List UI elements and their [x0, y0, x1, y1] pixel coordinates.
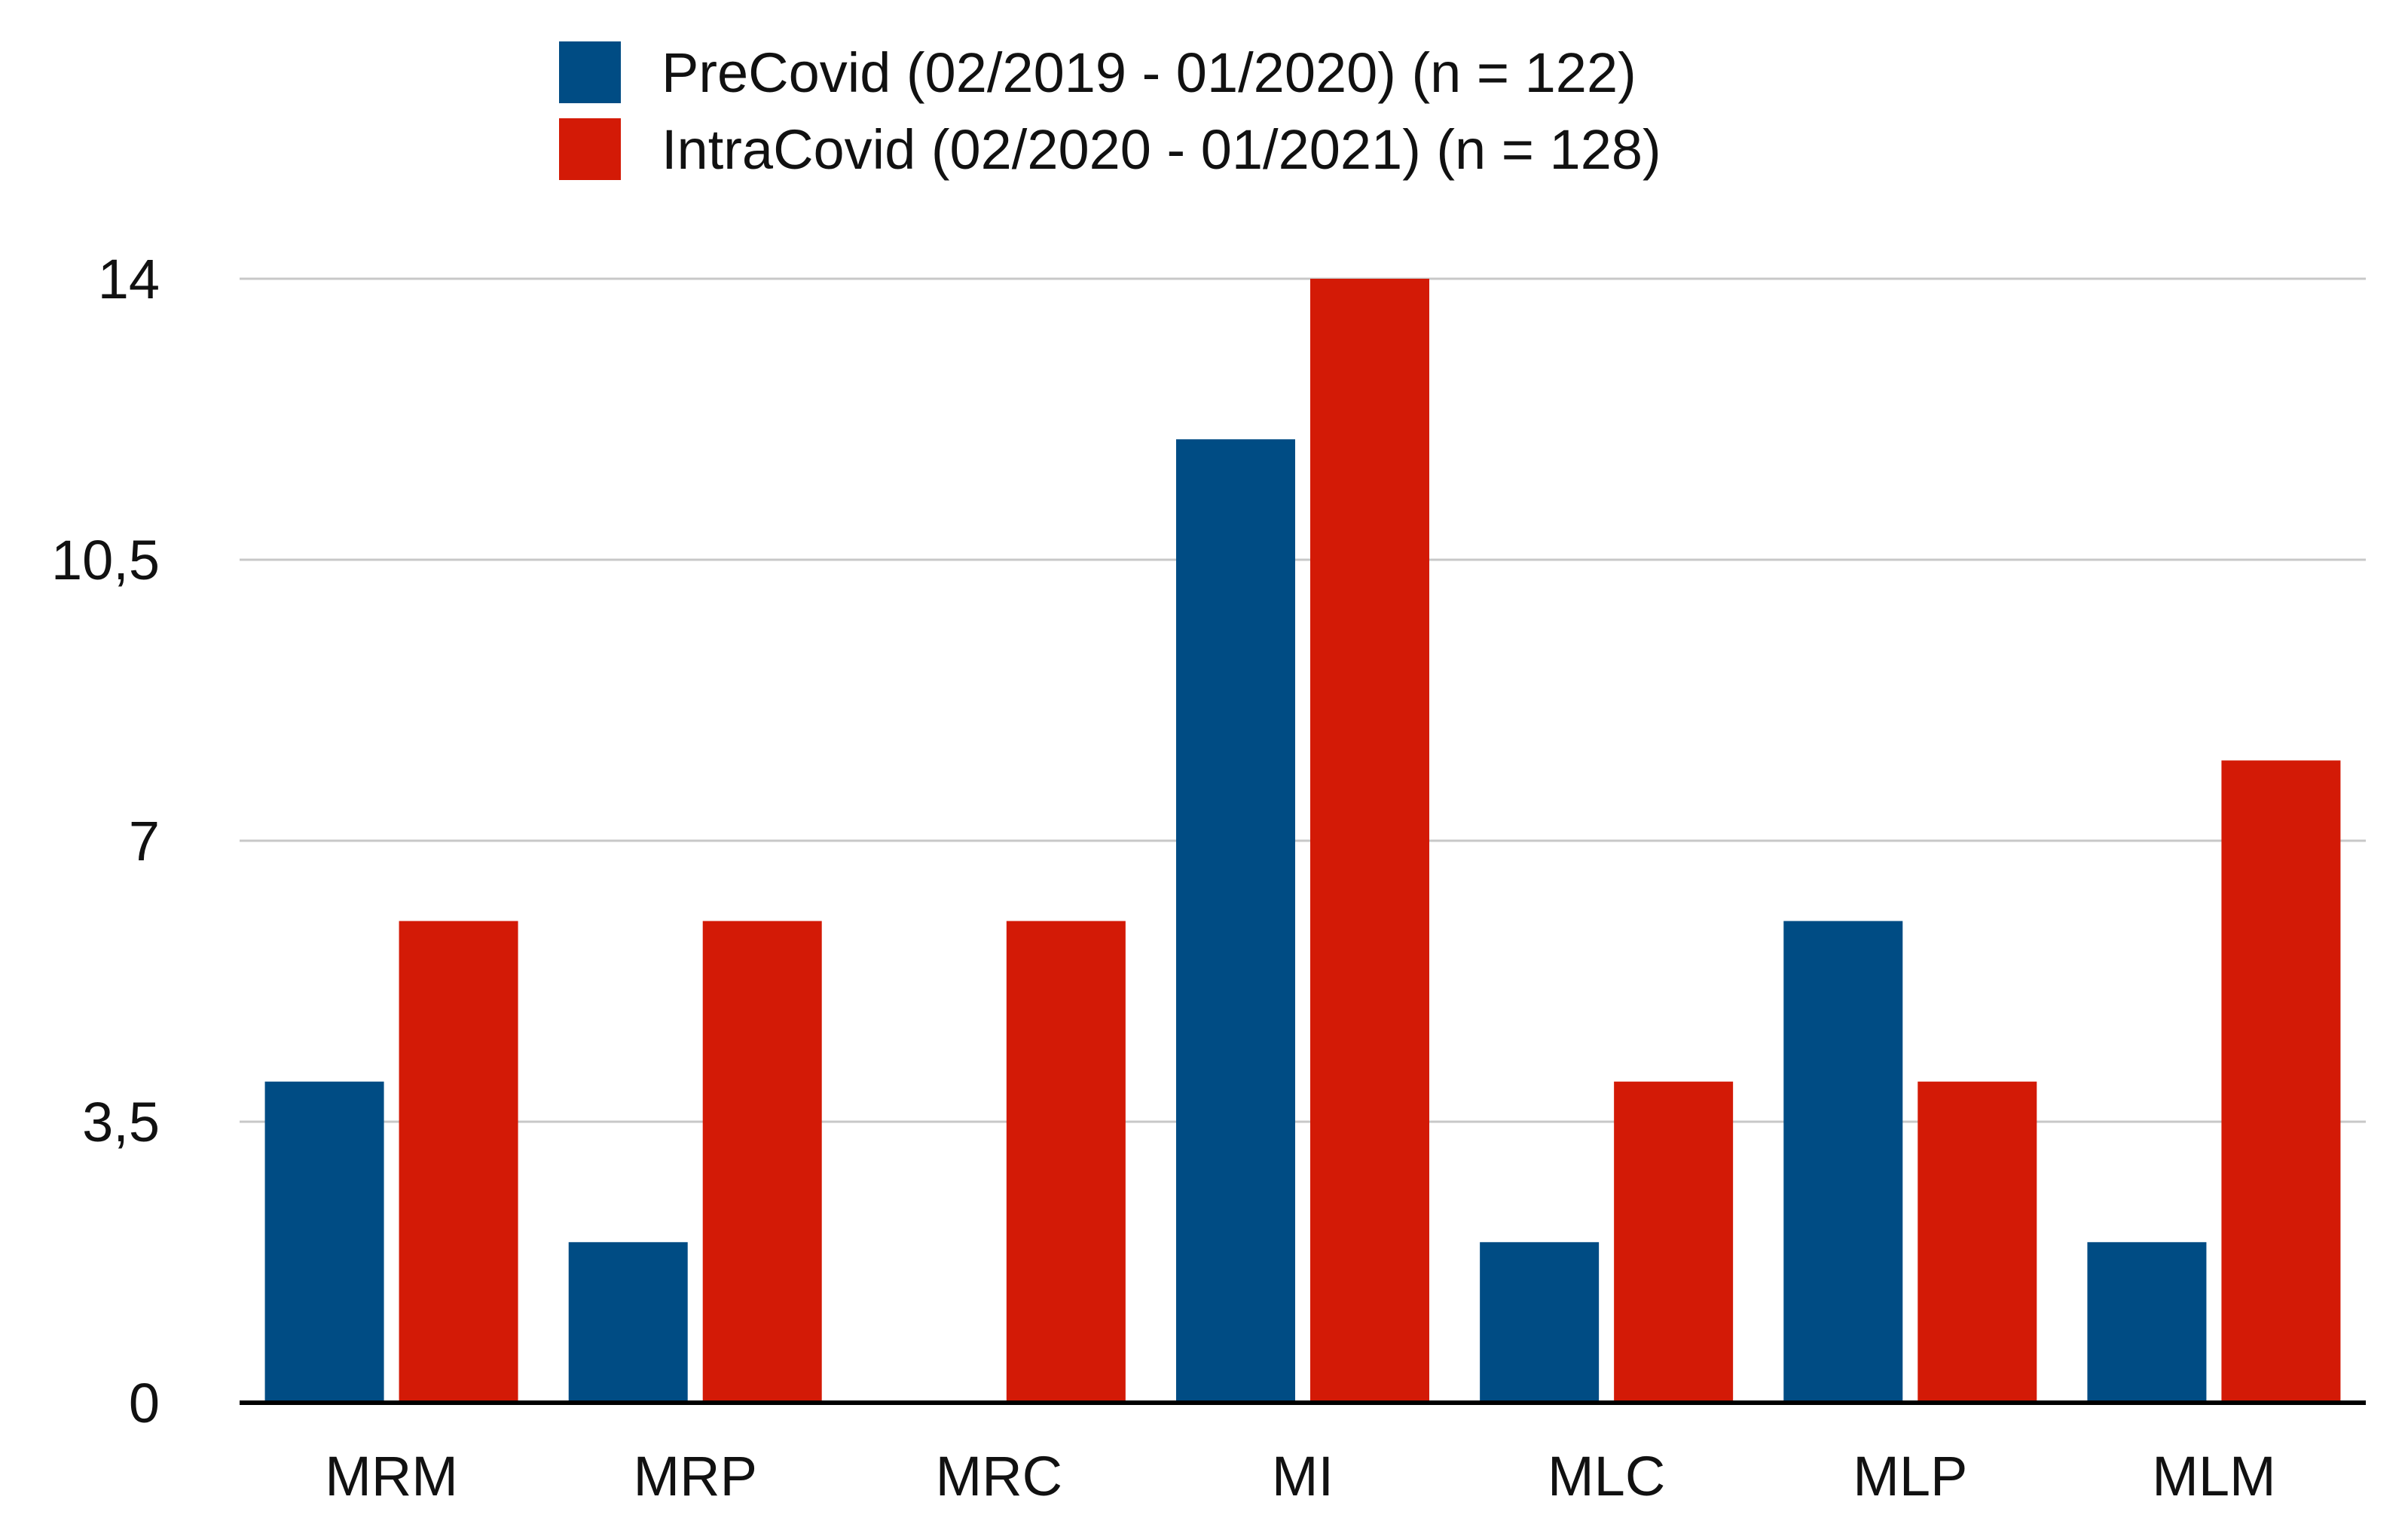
y-tick-label: 3,5 [82, 1091, 160, 1153]
bar-mlc-precovid [1480, 1242, 1600, 1403]
bar-mlp-intracovid [1918, 1081, 2037, 1403]
x-tick-label-mi: MI [1272, 1445, 1334, 1507]
y-tick-label: 7 [129, 810, 160, 872]
bar-mrp-intracovid [702, 921, 822, 1403]
y-tick-label: 14 [98, 248, 160, 310]
legend-label-intracovid: IntraCovid (02/2020 - 01/2021) (n = 128) [662, 118, 1661, 181]
x-axis-ticks: MRM MRP MRC MI MLC MLP MLM [325, 1445, 2275, 1507]
y-axis-ticks: 0 3,5 7 10,5 14 [51, 248, 160, 1434]
bar-mlm-intracovid [2221, 760, 2341, 1403]
x-tick-label-mrp: MRP [633, 1445, 756, 1507]
bar-mrp-precovid [568, 1242, 688, 1403]
bar-mlc-intracovid [1614, 1081, 1734, 1403]
bar-mi-precovid [1176, 439, 1295, 1403]
bar-mrm-intracovid [399, 921, 518, 1403]
x-tick-label-mlp: MLP [1853, 1445, 1967, 1507]
y-tick-label: 10,5 [51, 529, 160, 591]
x-tick-label-mrm: MRM [325, 1445, 458, 1507]
bar-mlp-precovid [1783, 921, 1903, 1403]
bar-mi-intracovid [1310, 279, 1429, 1403]
bar-mrm-precovid [264, 1081, 384, 1403]
bar-mlm-precovid [2087, 1242, 2207, 1403]
legend-swatch-precovid [559, 41, 621, 103]
bars [264, 279, 2341, 1403]
y-tick-label: 0 [129, 1372, 160, 1434]
x-tick-label-mlc: MLC [1548, 1445, 1665, 1507]
grid-lines [240, 277, 2366, 1123]
x-tick-label-mrc: MRC [936, 1445, 1063, 1507]
chart-legend: PreCovid (02/2019 - 01/2020) (n = 122) In… [559, 41, 1661, 181]
x-tick-label-mlm: MLM [2152, 1445, 2275, 1507]
legend-label-precovid: PreCovid (02/2019 - 01/2020) (n = 122) [662, 41, 1636, 104]
bar-mrc-intracovid [1006, 921, 1126, 1403]
legend-swatch-intracovid [559, 118, 621, 180]
